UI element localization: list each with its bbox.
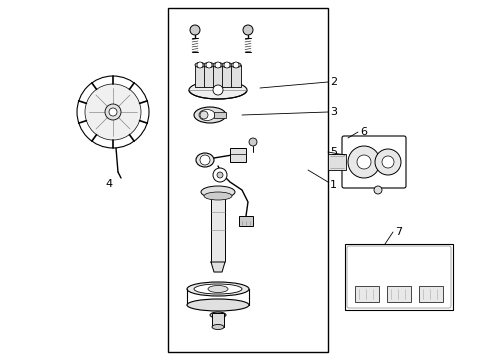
Bar: [419, 286, 443, 302]
Ellipse shape: [212, 324, 224, 329]
Ellipse shape: [204, 63, 214, 68]
Text: 2: 2: [330, 77, 337, 87]
Bar: [204, 65, 214, 87]
Circle shape: [217, 172, 223, 178]
Ellipse shape: [196, 153, 214, 167]
Circle shape: [213, 85, 223, 95]
Circle shape: [215, 62, 221, 68]
Ellipse shape: [189, 81, 247, 99]
Ellipse shape: [231, 63, 241, 68]
Bar: [214, 112, 226, 118]
Text: 4: 4: [105, 179, 112, 189]
Bar: [328, 154, 346, 170]
FancyBboxPatch shape: [342, 136, 406, 188]
Text: 6: 6: [360, 127, 367, 137]
Circle shape: [249, 138, 257, 146]
Circle shape: [382, 156, 394, 168]
Bar: [387, 286, 411, 302]
Bar: [211, 196, 225, 262]
Bar: [355, 286, 379, 302]
Ellipse shape: [204, 192, 232, 200]
Text: 1: 1: [330, 180, 337, 190]
Circle shape: [85, 84, 141, 140]
Bar: [230, 148, 246, 162]
Bar: [168, 8, 328, 352]
FancyBboxPatch shape: [347, 246, 451, 308]
Ellipse shape: [187, 282, 249, 296]
Ellipse shape: [222, 63, 232, 68]
Ellipse shape: [195, 63, 205, 68]
Circle shape: [213, 168, 227, 182]
Circle shape: [77, 76, 149, 148]
Ellipse shape: [201, 186, 235, 198]
Bar: [231, 65, 241, 87]
Circle shape: [197, 62, 203, 68]
Bar: [239, 216, 253, 226]
Polygon shape: [211, 262, 225, 272]
Ellipse shape: [213, 63, 223, 68]
Circle shape: [109, 108, 117, 116]
Circle shape: [224, 62, 230, 68]
Text: 7: 7: [395, 227, 402, 237]
Circle shape: [190, 25, 200, 35]
Circle shape: [243, 25, 253, 35]
Bar: [345, 244, 453, 310]
Text: 5: 5: [330, 147, 337, 157]
Circle shape: [375, 149, 401, 175]
Bar: [195, 65, 205, 87]
Ellipse shape: [194, 284, 242, 294]
Bar: [222, 65, 232, 87]
Circle shape: [206, 62, 212, 68]
Ellipse shape: [194, 107, 226, 123]
Bar: [212, 313, 224, 327]
Ellipse shape: [208, 285, 228, 292]
Bar: [213, 65, 223, 87]
Circle shape: [105, 104, 121, 120]
Circle shape: [200, 155, 210, 165]
Ellipse shape: [199, 109, 215, 121]
Circle shape: [374, 186, 382, 194]
Circle shape: [357, 155, 371, 169]
Circle shape: [348, 146, 380, 178]
Circle shape: [233, 62, 239, 68]
Ellipse shape: [210, 312, 226, 318]
Text: 3: 3: [330, 107, 337, 117]
Ellipse shape: [187, 299, 249, 311]
Circle shape: [200, 111, 208, 119]
